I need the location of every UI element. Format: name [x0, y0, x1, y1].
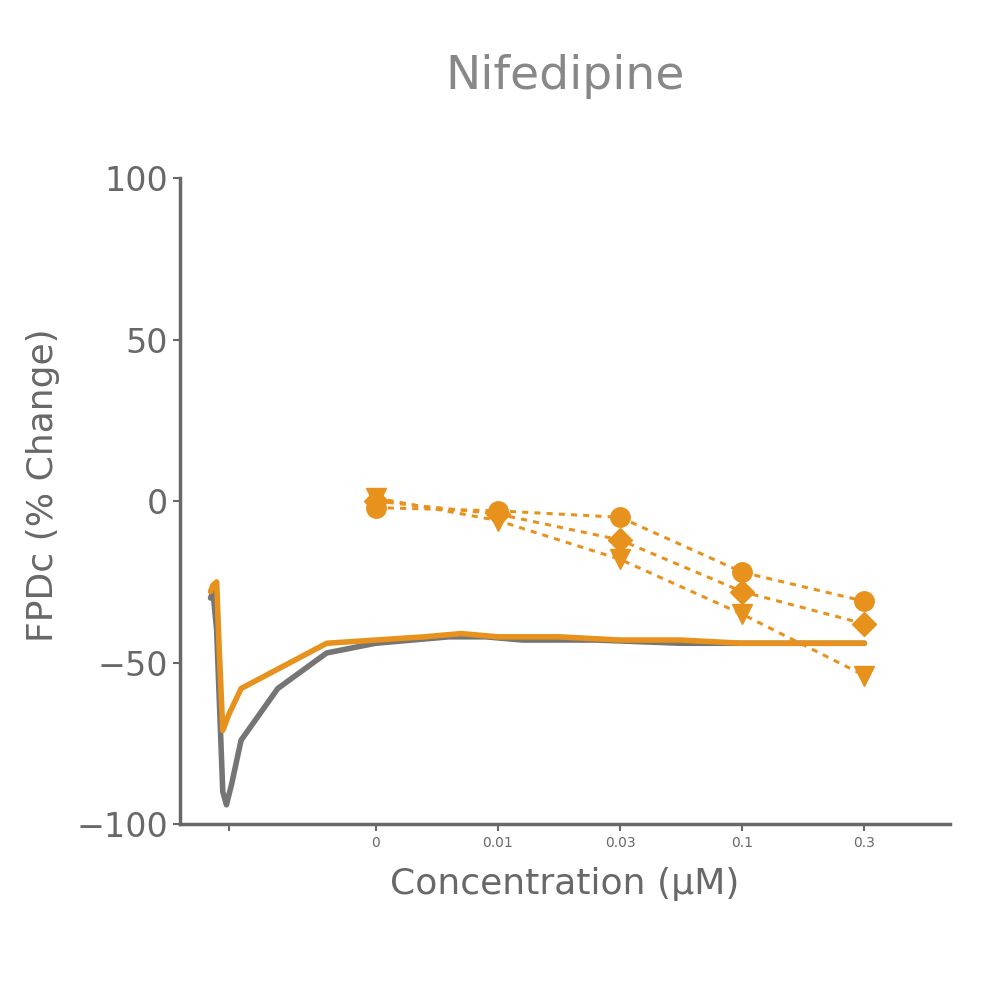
Title: Nifedipine: Nifedipine [445, 54, 685, 99]
X-axis label: Concentration (μM): Concentration (μM) [390, 867, 740, 901]
Y-axis label: FPDc (% Change): FPDc (% Change) [26, 328, 60, 642]
